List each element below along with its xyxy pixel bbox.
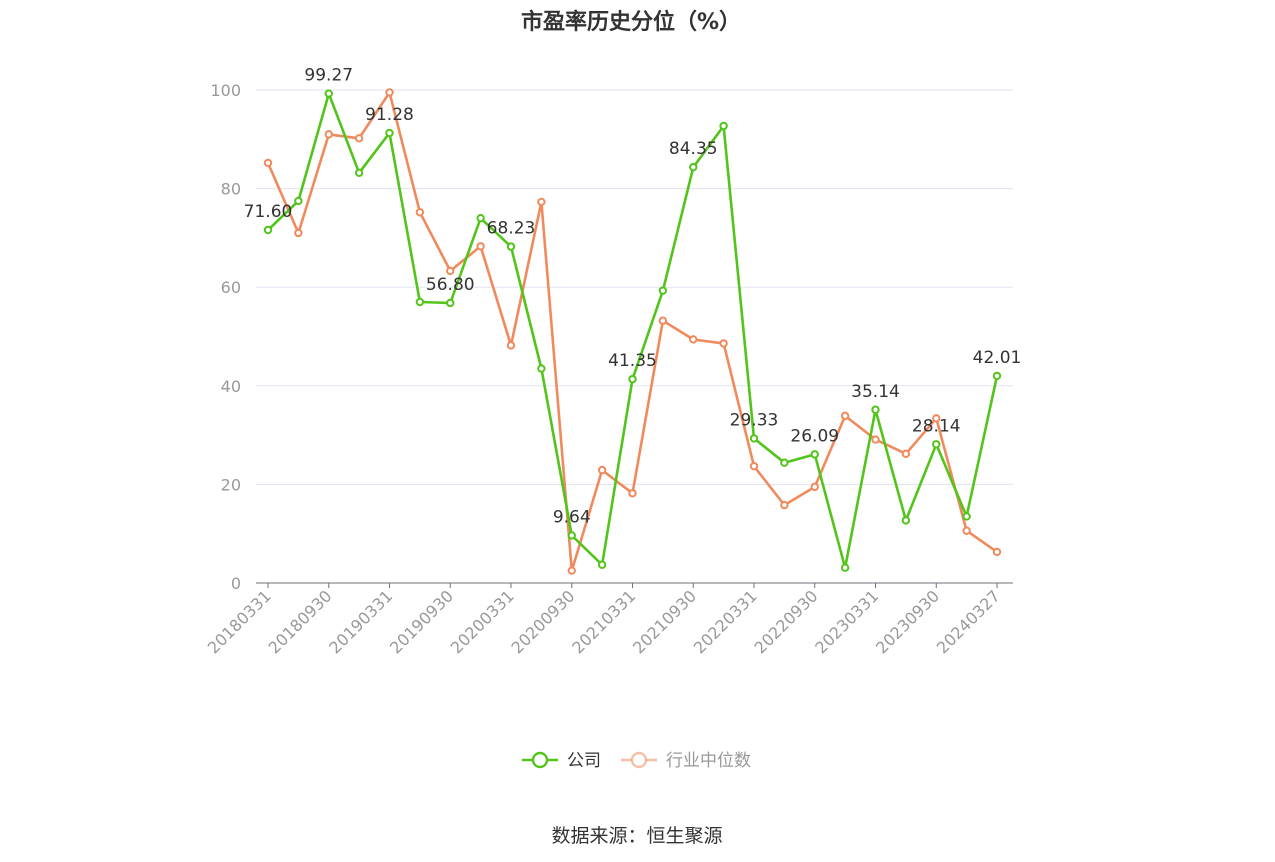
data-label: 42.01 — [973, 348, 1022, 368]
grid — [256, 89, 1013, 485]
data-point[interactable] — [567, 566, 576, 575]
data-point[interactable] — [597, 465, 607, 475]
data-point[interactable] — [689, 335, 698, 344]
data-point[interactable] — [294, 228, 303, 238]
legend-marker — [630, 751, 648, 769]
y-tick-label: 80 — [221, 180, 241, 199]
y-tick-label: 20 — [221, 475, 241, 494]
plot-area — [263, 88, 1002, 575]
data-label: 29.33 — [730, 410, 779, 430]
x-tick-label: 20180331 — [204, 586, 275, 657]
source-note: 数据来源：恒生聚源 — [551, 825, 722, 847]
data-point[interactable] — [263, 225, 273, 235]
chart-title: 市盈率历史分位（%） — [521, 9, 741, 35]
data-label: 41.35 — [608, 351, 657, 371]
data-point[interactable] — [719, 339, 728, 348]
data-label: 71.60 — [244, 202, 293, 222]
data-point[interactable] — [385, 128, 394, 138]
x-tick-label: 20190930 — [386, 586, 457, 657]
data-point[interactable] — [415, 297, 425, 307]
data-point[interactable] — [962, 526, 971, 535]
data-point[interactable] — [263, 158, 273, 168]
data-labels: 71.60 99.27 91.28 56.80 68.23 9.64 41.35 84.35 2… — [244, 66, 1022, 528]
data-point[interactable] — [658, 316, 668, 325]
legend-label: 行业中位数 — [666, 751, 751, 771]
x-tick-label: 20220930 — [751, 586, 822, 657]
data-point[interactable] — [780, 500, 789, 510]
data-point[interactable] — [506, 242, 516, 251]
data-point[interactable] — [749, 434, 759, 443]
data-point[interactable] — [871, 405, 880, 414]
data-point[interactable] — [597, 560, 607, 569]
data-point[interactable] — [294, 196, 303, 206]
data-point[interactable] — [749, 461, 759, 471]
legend-item-1[interactable]: 行业中位数 — [621, 751, 751, 771]
legend-marker — [531, 751, 549, 769]
y-tick-label: 60 — [221, 278, 241, 297]
data-point[interactable] — [658, 286, 668, 295]
data-label: 9.64 — [553, 507, 591, 527]
data-point[interactable] — [628, 489, 637, 498]
data-point[interactable] — [354, 168, 364, 178]
x-tick-label: 20180930 — [265, 586, 336, 657]
data-point[interactable] — [506, 341, 516, 350]
x-tick-label: 20230331 — [811, 586, 882, 657]
y-tick-label: 100 — [210, 81, 241, 100]
legend[interactable]: 公司 行业中位数 — [522, 751, 751, 771]
data-point[interactable] — [354, 134, 364, 143]
data-point[interactable] — [689, 162, 698, 172]
x-tick-label: 20200930 — [508, 586, 579, 657]
data-point[interactable] — [810, 450, 819, 459]
x-tick-label: 20210331 — [568, 586, 639, 657]
data-label: 68.23 — [487, 219, 536, 239]
data-label: 91.28 — [365, 105, 414, 125]
data-label: 99.27 — [304, 66, 353, 86]
data-point[interactable] — [415, 208, 425, 217]
data-point[interactable] — [871, 435, 880, 444]
data-point[interactable] — [780, 458, 789, 467]
data-point[interactable] — [719, 121, 728, 131]
series-0 — [263, 89, 1002, 572]
x-tick-label: 20190331 — [325, 586, 396, 657]
data-label: 56.80 — [426, 275, 475, 295]
data-point[interactable] — [840, 411, 850, 421]
data-point[interactable] — [932, 414, 941, 423]
y-tick-label: 40 — [221, 377, 241, 396]
data-point[interactable] — [476, 242, 485, 251]
x-tick-label: 20210930 — [629, 586, 700, 657]
x-tick-label: 20230930 — [872, 586, 943, 657]
data-point[interactable] — [476, 213, 485, 223]
x-tick-label: 20240327 — [933, 586, 1004, 657]
data-label: 28.14 — [912, 416, 961, 436]
data-point[interactable] — [901, 516, 911, 525]
data-point[interactable] — [901, 449, 911, 459]
data-point[interactable] — [537, 197, 546, 207]
data-point[interactable] — [446, 266, 455, 276]
data-label: 26.09 — [790, 426, 839, 446]
data-point[interactable] — [932, 440, 941, 449]
data-label: 35.14 — [851, 382, 900, 402]
data-point[interactable] — [385, 88, 394, 97]
legend-label: 公司 — [567, 751, 601, 771]
data-point[interactable] — [628, 374, 637, 384]
x-tick-label: 20220331 — [690, 586, 761, 657]
data-label: 84.35 — [669, 139, 718, 159]
data-point[interactable] — [992, 371, 1002, 381]
data-point[interactable] — [324, 89, 333, 98]
data-point[interactable] — [840, 563, 850, 572]
legend-item-0[interactable]: 公司 — [522, 751, 601, 771]
series-1 — [263, 88, 1002, 575]
series-line — [266, 91, 998, 573]
data-point[interactable] — [537, 364, 546, 373]
data-point[interactable] — [962, 512, 971, 521]
data-point[interactable] — [992, 547, 1002, 557]
x-tick-label: 20200331 — [447, 586, 518, 657]
data-point[interactable] — [446, 298, 455, 308]
data-point[interactable] — [810, 482, 819, 492]
y-tick-label: 0 — [231, 574, 241, 593]
data-point[interactable] — [324, 130, 333, 139]
data-point[interactable] — [567, 531, 576, 540]
